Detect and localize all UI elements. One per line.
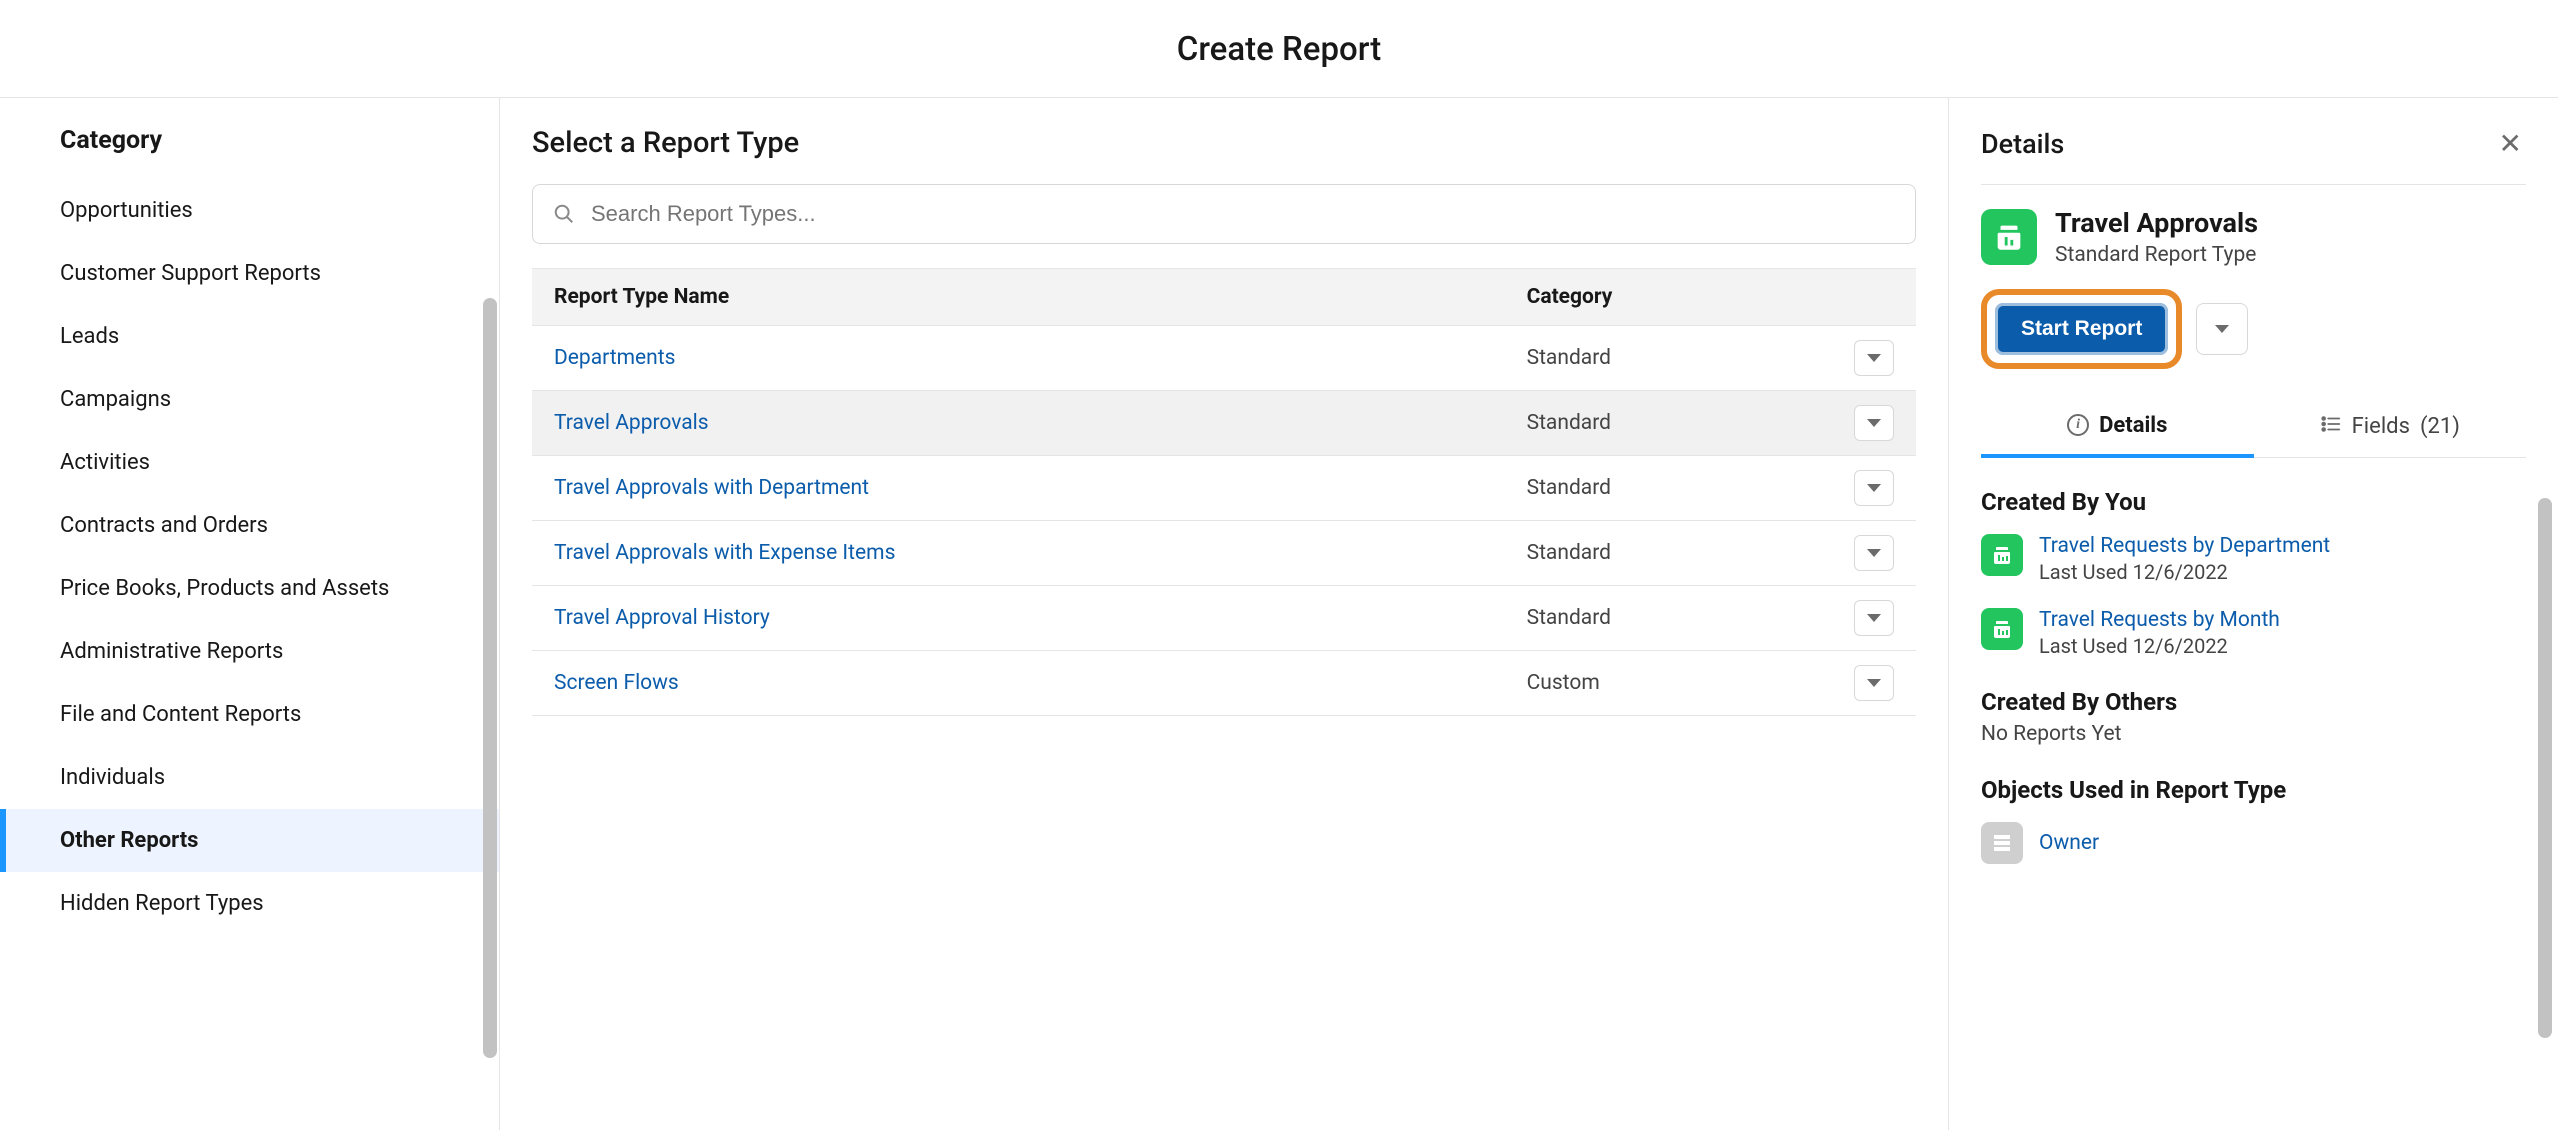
object-item[interactable]: Owner xyxy=(1981,822,2526,864)
table-row[interactable]: Travel Approvals with DepartmentStandard xyxy=(532,456,1916,521)
tab-fields-label: Fields xyxy=(2352,414,2410,439)
row-menu-button[interactable] xyxy=(1854,405,1894,441)
report-type-icon xyxy=(1981,209,2037,265)
start-report-button[interactable]: Start Report xyxy=(1995,303,2168,355)
report-type-category: Standard xyxy=(1505,456,1832,521)
report-type-panel: Select a Report Type Report Type Name Ca… xyxy=(500,98,1948,1130)
created-by-others-heading: Created By Others xyxy=(1981,688,2526,716)
category-item[interactable]: Contracts and Orders xyxy=(0,494,499,557)
report-last-used: Last Used 12/6/2022 xyxy=(2039,560,2330,584)
col-actions xyxy=(1832,269,1916,326)
chevron-down-icon xyxy=(1867,354,1881,362)
report-type-category: Custom xyxy=(1505,651,1832,716)
object-icon xyxy=(1981,822,2023,864)
col-report-type-name[interactable]: Report Type Name xyxy=(532,269,1505,326)
table-row[interactable]: Travel Approvals with Expense ItemsStand… xyxy=(532,521,1916,586)
row-menu-button[interactable] xyxy=(1854,535,1894,571)
report-icon xyxy=(1981,534,2023,576)
category-item[interactable]: Individuals xyxy=(0,746,499,809)
report-type-name[interactable]: Travel Approvals with Department xyxy=(532,456,1505,521)
report-type-category: Standard xyxy=(1505,326,1832,391)
report-type-name[interactable]: Travel Approvals xyxy=(532,391,1505,456)
sidebar-scrollbar[interactable] xyxy=(483,298,497,1058)
category-item[interactable]: Other Reports xyxy=(0,809,499,872)
list-icon xyxy=(2320,413,2342,440)
col-category[interactable]: Category xyxy=(1505,269,1832,326)
tutorial-highlight: Start Report xyxy=(1981,289,2182,369)
report-type-name[interactable]: Travel Approval History xyxy=(532,586,1505,651)
created-by-others-empty: No Reports Yet xyxy=(1981,722,2526,746)
row-menu-button[interactable] xyxy=(1854,340,1894,376)
report-link[interactable]: Travel Requests by Department xyxy=(2039,534,2330,558)
chevron-down-icon xyxy=(1867,484,1881,492)
tab-details-label: Details xyxy=(2099,413,2167,438)
sidebar-heading: Category xyxy=(0,126,499,179)
report-type-table: Report Type Name Category DepartmentsSta… xyxy=(532,268,1916,716)
details-panel: Details ✕ Travel Approvals Standard Repo… xyxy=(1948,98,2558,1130)
search-input[interactable] xyxy=(591,201,1895,227)
category-item[interactable]: File and Content Reports xyxy=(0,683,499,746)
category-item[interactable]: Administrative Reports xyxy=(0,620,499,683)
chevron-down-icon xyxy=(1867,614,1881,622)
category-item[interactable]: Leads xyxy=(0,305,499,368)
tab-fields-count: (21) xyxy=(2420,414,2460,439)
details-scrollbar[interactable] xyxy=(2538,498,2552,1038)
search-report-types[interactable] xyxy=(532,184,1916,244)
category-item[interactable]: Hidden Report Types xyxy=(0,872,499,935)
table-row[interactable]: Travel ApprovalsStandard xyxy=(532,391,1916,456)
report-last-used: Last Used 12/6/2022 xyxy=(2039,634,2280,658)
search-icon xyxy=(553,203,575,225)
report-icon xyxy=(1981,608,2023,650)
table-row[interactable]: Travel Approval HistoryStandard xyxy=(532,586,1916,651)
report-type-title: Travel Approvals xyxy=(2055,209,2258,239)
chevron-down-icon xyxy=(1867,549,1881,557)
row-menu-button[interactable] xyxy=(1854,600,1894,636)
report-type-category: Standard xyxy=(1505,586,1832,651)
report-type-subtitle: Standard Report Type xyxy=(2055,243,2258,267)
info-icon: i xyxy=(2067,414,2089,436)
close-details-button[interactable]: ✕ xyxy=(2495,126,2526,162)
table-row[interactable]: DepartmentsStandard xyxy=(532,326,1916,391)
more-actions-button[interactable] xyxy=(2196,303,2248,355)
category-item[interactable]: Opportunities xyxy=(0,179,499,242)
report-type-name[interactable]: Screen Flows xyxy=(532,651,1505,716)
report-type-category: Standard xyxy=(1505,391,1832,456)
report-link[interactable]: Travel Requests by Month xyxy=(2039,608,2280,632)
category-item[interactable]: Activities xyxy=(0,431,499,494)
report-type-category: Standard xyxy=(1505,521,1832,586)
chevron-down-icon xyxy=(1867,679,1881,687)
table-row[interactable]: Screen FlowsCustom xyxy=(532,651,1916,716)
category-sidebar: Category OpportunitiesCustomer Support R… xyxy=(0,98,500,1130)
chevron-down-icon xyxy=(2215,325,2229,333)
report-type-name[interactable]: Departments xyxy=(532,326,1505,391)
report-item[interactable]: Travel Requests by MonthLast Used 12/6/2… xyxy=(1981,608,2526,658)
object-link[interactable]: Owner xyxy=(2039,831,2099,855)
row-menu-button[interactable] xyxy=(1854,470,1894,506)
report-item[interactable]: Travel Requests by DepartmentLast Used 1… xyxy=(1981,534,2526,584)
created-by-you-heading: Created By You xyxy=(1981,488,2526,516)
report-type-name[interactable]: Travel Approvals with Expense Items xyxy=(532,521,1505,586)
modal-title: Create Report xyxy=(0,0,2558,98)
category-item[interactable]: Price Books, Products and Assets xyxy=(0,557,499,620)
category-item[interactable]: Campaigns xyxy=(0,368,499,431)
objects-heading: Objects Used in Report Type xyxy=(1981,776,2526,804)
row-menu-button[interactable] xyxy=(1854,665,1894,701)
chevron-down-icon xyxy=(1867,419,1881,427)
center-heading: Select a Report Type xyxy=(532,126,1916,160)
category-item[interactable]: Customer Support Reports xyxy=(0,242,499,305)
tab-fields[interactable]: Fields (21) xyxy=(2254,397,2527,457)
tab-details[interactable]: i Details xyxy=(1981,397,2254,458)
details-heading: Details xyxy=(1981,128,2064,160)
